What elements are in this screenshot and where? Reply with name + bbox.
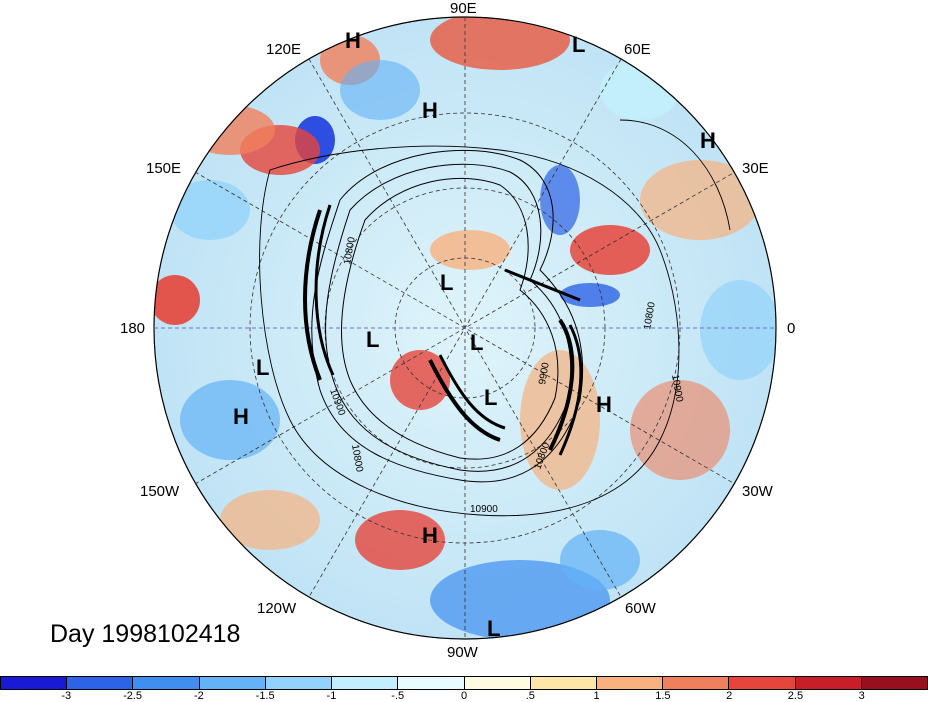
colorbar-tick-label: -3 — [61, 690, 72, 702]
colorbar-tick-label: -1 — [326, 690, 337, 702]
contour-label: 9900 — [537, 361, 552, 385]
lon-label-30e: 30E — [742, 160, 769, 177]
lon-label-150e: 150E — [146, 160, 182, 177]
colorbar-tick-label: .5 — [525, 690, 535, 702]
contour-label: 10800 — [349, 444, 365, 474]
lon-label-120w: 120W — [257, 600, 297, 617]
low-pressure-center: L — [484, 385, 498, 410]
colorbar-tick-label: 2.5 — [787, 690, 804, 702]
colorbar-tick-label: 1.5 — [655, 690, 671, 702]
colorbar-segment — [596, 677, 664, 689]
day-label: Day 1998102418 — [50, 620, 241, 648]
contour-label: 10800 — [642, 301, 658, 331]
contour-label: 10900 — [470, 504, 498, 515]
low-pressure-center: L — [572, 32, 586, 57]
lon-label-90e: 90E — [450, 0, 477, 17]
colorbar-segment — [133, 677, 200, 689]
lon-label-120e: 120E — [266, 41, 302, 58]
lon-label-60w: 60W — [625, 600, 656, 617]
colorbar-segment — [265, 677, 333, 689]
colorbar-tick-label: 3 — [858, 690, 865, 702]
lon-label-180: 180 — [120, 320, 146, 337]
low-pressure-center: L — [487, 616, 501, 641]
lon-label-150w: 150W — [140, 483, 180, 500]
colorbar-segment — [67, 677, 134, 689]
contour-label: 10800 — [342, 236, 358, 266]
high-pressure-center: H — [422, 98, 438, 123]
low-pressure-center: L — [440, 270, 454, 295]
colorbar-segment — [663, 677, 730, 689]
high-pressure-center: H — [345, 28, 361, 53]
colorbar-segment — [398, 677, 465, 689]
high-pressure-center: H — [700, 128, 716, 153]
contour-label: 10900 — [669, 374, 685, 404]
colorbar-tick-label: 1 — [593, 690, 600, 702]
anomaly-field — [154, 17, 776, 639]
low-pressure-center: L — [470, 330, 484, 355]
colorbar-segment — [1, 677, 68, 689]
high-pressure-center: H — [233, 404, 249, 429]
low-pressure-center: L — [256, 355, 270, 380]
colorbar-segment — [795, 677, 862, 689]
lon-label-90w: 90W — [447, 644, 478, 661]
high-pressure-center: H — [596, 392, 612, 417]
lon-label-60e: 60E — [624, 41, 651, 58]
colorbar-tick-label: 2 — [726, 690, 733, 702]
colorbar-segment — [861, 677, 928, 689]
colorbar-tick-label: -1.5 — [255, 690, 275, 702]
colorbar-tick-label: 0 — [460, 690, 468, 702]
colorbar-segment — [332, 677, 399, 689]
colorbar-tick-label: -.5 — [391, 690, 405, 702]
polar-map: 10800 10900 9900 10800 10900 10800 10900… — [153, 16, 777, 640]
colorbar-tick-label: -2.5 — [123, 690, 143, 702]
colorbar-segment — [530, 677, 597, 689]
low-pressure-center: L — [366, 327, 380, 352]
colorbar-segment — [464, 677, 531, 689]
high-pressure-center: H — [422, 523, 438, 548]
geopotential-contours — [259, 119, 731, 517]
colorbar — [0, 676, 928, 690]
lon-label-30w: 30W — [742, 483, 773, 500]
colorbar-segment — [199, 677, 266, 689]
lon-label-0: 0 — [787, 320, 796, 337]
colorbar-tick-label: -2 — [193, 690, 204, 702]
colorbar-segment — [729, 677, 796, 689]
